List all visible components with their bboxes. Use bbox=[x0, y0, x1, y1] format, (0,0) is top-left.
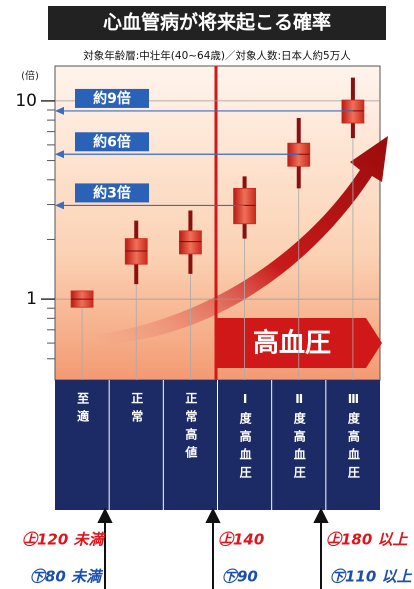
category-label: Ⅲ度高血圧 bbox=[346, 392, 360, 484]
threshold-lower: ㊦110 以上 bbox=[330, 568, 413, 586]
category-label: 至適 bbox=[76, 392, 90, 428]
category-label: 正常 bbox=[130, 392, 144, 428]
threshold-arrows bbox=[97, 507, 329, 589]
threshold-lower: ㊦90 bbox=[222, 568, 258, 586]
category-label: Ⅰ度高血圧 bbox=[238, 392, 252, 484]
ratio-label: 約6倍 bbox=[93, 133, 131, 150]
ratio-box bbox=[75, 183, 149, 203]
ratio-box bbox=[75, 88, 149, 108]
threshold-lower: ㊦80 未満 bbox=[30, 568, 104, 586]
trend-arrow bbox=[95, 136, 388, 345]
ratio-label: 約3倍 bbox=[93, 184, 131, 201]
threshold-upper: ㊤120 未満 bbox=[22, 531, 107, 549]
threshold-upper: ㊤180 以上 bbox=[326, 531, 409, 549]
chart-title: 心血管病が将来起こる確率 bbox=[103, 11, 331, 34]
y-axis-label: (倍) bbox=[21, 69, 39, 82]
band-label: 高血圧 bbox=[253, 328, 331, 359]
ratio-arrowhead bbox=[55, 106, 64, 115]
ratio-label: 約9倍 bbox=[93, 90, 131, 107]
box bbox=[233, 187, 256, 225]
ratio-box bbox=[75, 132, 149, 152]
ratio-arrowhead bbox=[55, 150, 64, 159]
category-label: 正常高値 bbox=[184, 392, 198, 464]
subtitle: 対象年齢層:中壮年(40~64歳)／対象人数:日本人約5万人 bbox=[83, 49, 351, 62]
ratio-arrowhead bbox=[55, 201, 64, 210]
y-tick-label: 1 bbox=[26, 289, 37, 309]
box bbox=[179, 230, 202, 255]
threshold-upper: ㊤140 bbox=[218, 531, 264, 549]
y-tick-label: 10 bbox=[15, 91, 37, 111]
box bbox=[341, 99, 365, 124]
title-bar bbox=[48, 6, 386, 40]
category-label: Ⅱ度高血圧 bbox=[292, 392, 306, 484]
